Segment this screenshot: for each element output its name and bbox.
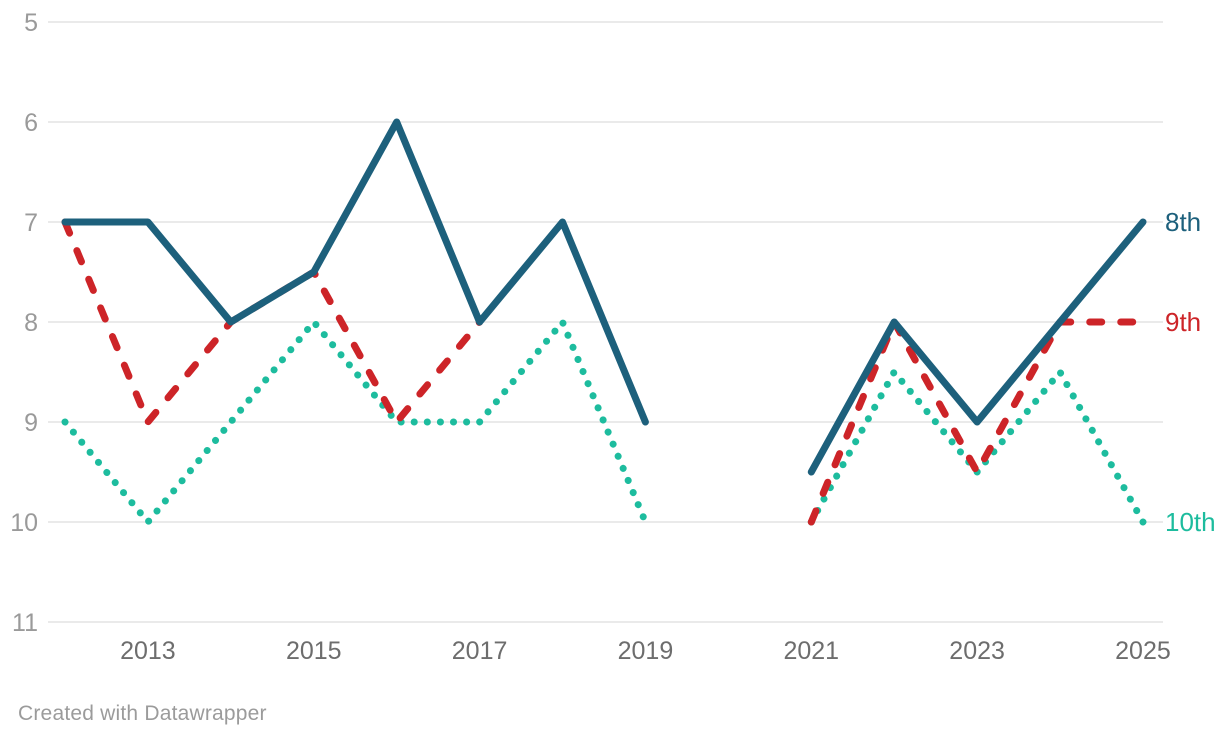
- x-tick-label: 2023: [949, 637, 1005, 665]
- x-tick-label: 2021: [783, 637, 839, 665]
- y-tick-label: 9: [24, 409, 38, 437]
- y-tick-label: 11: [12, 609, 38, 637]
- y-tick-label: 7: [24, 209, 38, 237]
- x-tick-label: 2019: [618, 637, 674, 665]
- x-tick-label: 2017: [452, 637, 508, 665]
- series-line-10th[interactable]: [807, 368, 1147, 526]
- series-label-8th: 8th: [1165, 207, 1201, 237]
- y-tick-label: 10: [10, 509, 38, 537]
- series-label-10th: 10th: [1165, 507, 1216, 537]
- series-line-9th[interactable]: [807, 318, 1147, 526]
- series-line-10th[interactable]: [61, 318, 649, 526]
- y-tick-label: 6: [24, 109, 38, 137]
- y-tick-label: 5: [24, 9, 38, 37]
- series-line-8th[interactable]: [61, 118, 649, 426]
- x-tick-label: 2015: [286, 637, 342, 665]
- line-chart: 5 6 7 8 9 10 11 2013 2015 2017 2019 2021 2023 2025 10t…: [10, 9, 1216, 665]
- series-line-8th[interactable]: [807, 218, 1147, 476]
- datawrapper-credit: Created with Datawrapper: [18, 702, 267, 725]
- series-label-9th: 9th: [1165, 307, 1201, 337]
- y-tick-label: 8: [24, 309, 38, 337]
- x-tick-label: 2025: [1115, 637, 1171, 665]
- x-tick-label: 2013: [120, 637, 176, 665]
